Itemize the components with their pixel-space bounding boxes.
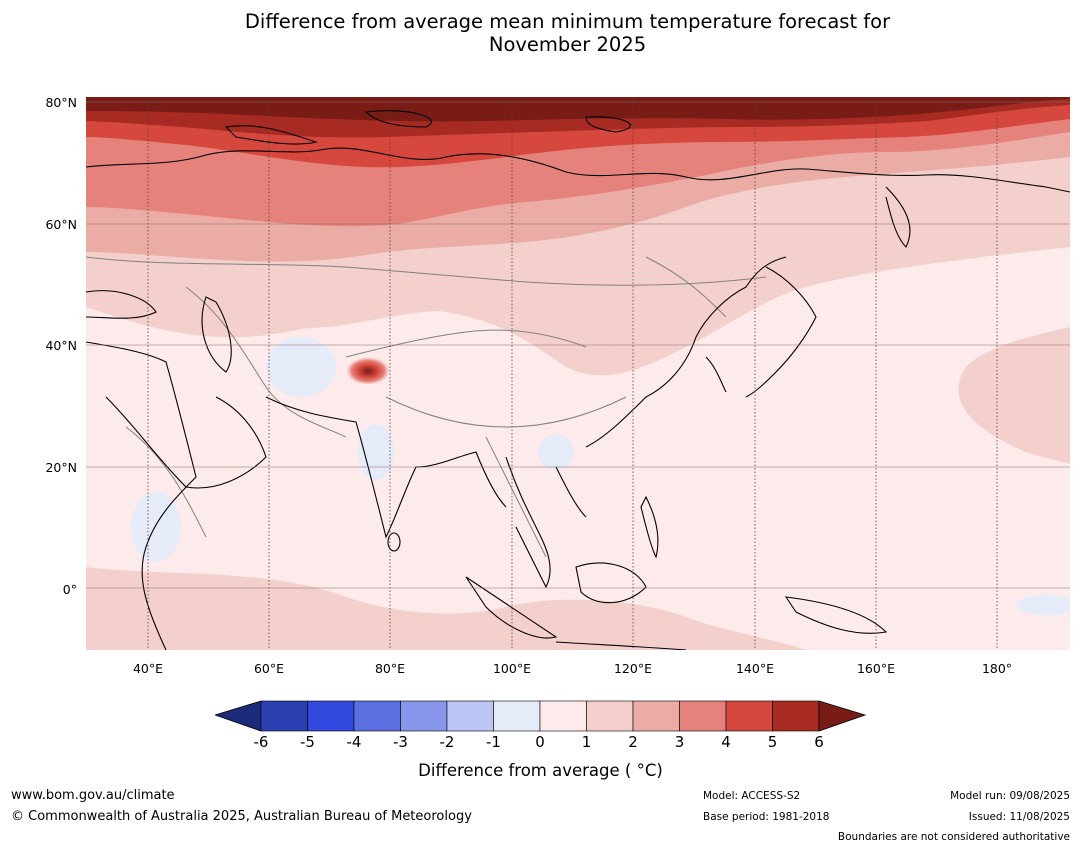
title-line-2: November 2025: [488, 33, 647, 56]
footer-boundaries-note: Boundaries are not considered authoritat…: [837, 831, 1070, 843]
lon-label-80e: 80°E: [374, 661, 406, 676]
colorbar-tick-label: 1: [581, 733, 592, 751]
hotspot-himalaya: [346, 357, 390, 385]
colorbar-tick-label: 3: [674, 733, 685, 751]
lon-label-40e: 40°E: [132, 661, 164, 676]
colorbar-tick-label: -5: [300, 733, 315, 751]
colorbar-arrow-high: [818, 700, 867, 732]
colorbar-cell: [539, 700, 587, 732]
lon-label-140e: 140°E: [735, 661, 774, 676]
colorbar-cell: [725, 700, 773, 732]
country-borders: [86, 256, 767, 558]
lat-label-0: 0°: [62, 582, 77, 597]
colorbar-tick-label: -2: [439, 733, 455, 751]
lat-gridlines: [86, 101, 1070, 589]
footer-model: Model: ACCESS-S2: [703, 790, 801, 802]
lon-label-160e: 160°E: [856, 661, 895, 676]
lon-label-180: 180°: [981, 661, 1013, 676]
colorbar-tick-label: 4: [721, 733, 731, 751]
cool-patch-pacific: [1016, 595, 1070, 615]
lat-label-40n: 40°N: [45, 338, 77, 353]
lat-label-80n: 80°N: [45, 95, 77, 110]
colorbar-cell: [307, 700, 355, 732]
footer-url[interactable]: www.bom.gov.au/climate: [11, 788, 175, 803]
colorbar-tick-label: -3: [393, 733, 408, 751]
cool-patch-india: [358, 424, 394, 480]
lat-label-60n: 60°N: [45, 217, 77, 232]
colorbar-cell: [446, 700, 494, 732]
colorbar-cell: [772, 700, 820, 732]
footer-base-period: Base period: 1981-2018: [703, 811, 830, 823]
colorbar-cell: [400, 700, 448, 732]
anomaly-map: [86, 97, 1070, 650]
colorbar-label: Difference from average ( °C): [418, 761, 663, 780]
colorbar-cell: [679, 700, 727, 732]
title-line-1: Difference from average mean minimum tem…: [244, 10, 891, 33]
cool-patch-africa: [131, 492, 181, 562]
colorbar-tick-label: 2: [628, 733, 638, 751]
lon-label-60e: 60°E: [253, 661, 285, 676]
colorbar-tick-label: 0: [535, 733, 545, 751]
footer-copyright: © Commonwealth of Australia 2025, Austra…: [11, 809, 472, 824]
colorbar-cell: [260, 700, 308, 732]
colorbar-tick-label: -4: [346, 733, 362, 751]
colorbar-tick-label: 6: [814, 733, 824, 751]
colorbar-tick-label: 5: [767, 733, 778, 751]
lat-label-20n: 20°N: [45, 460, 77, 475]
gridlines: [147, 97, 998, 650]
cool-patch-vietnam: [538, 434, 574, 470]
cool-patch-iran: [266, 337, 336, 397]
colorbar-arrow-low: [215, 700, 262, 732]
anomaly-band-above-6: [86, 97, 1070, 122]
colorbar-cell: [632, 700, 680, 732]
colorbar-cell: [353, 700, 401, 732]
colorbar-tick-label: -6: [253, 733, 269, 751]
colorbar-tick-label: -1: [486, 733, 501, 751]
footer-model-run: Model run: 09/08/2025: [950, 790, 1070, 802]
colorbar: [215, 700, 867, 732]
chart-title: Difference from average mean minimum tem…: [0, 10, 1081, 56]
coastlines: [86, 110, 1070, 650]
lon-label-120e: 120°E: [613, 661, 652, 676]
footer-issued: Issued: 11/08/2025: [968, 811, 1070, 823]
lon-label-100e: 100°E: [492, 661, 531, 676]
colorbar-cell: [586, 700, 634, 732]
colorbar-cell: [493, 700, 541, 732]
